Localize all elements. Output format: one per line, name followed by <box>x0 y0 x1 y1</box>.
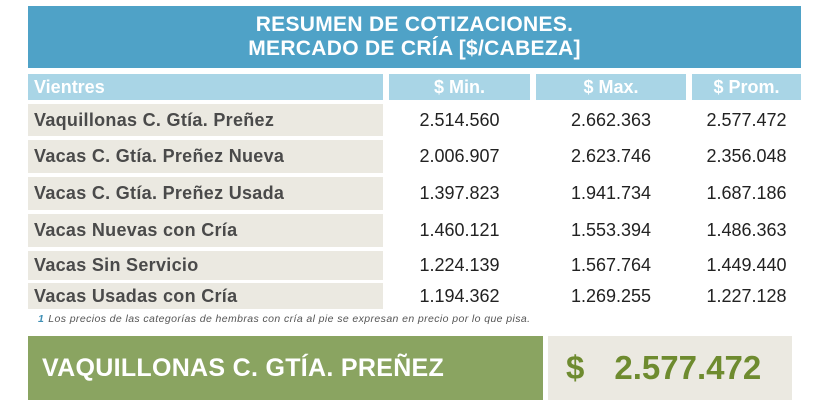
footnote: 1 Los precios de las categorías de hembra… <box>38 313 530 325</box>
row-max-value: 2.623.746 <box>536 140 686 173</box>
report-title: RESUMEN DE COTIZACIONES. MERCADO DE CRÍA… <box>28 6 801 68</box>
row-min-value: 2.514.560 <box>389 104 530 136</box>
row-prom-value: 1.227.128 <box>692 283 801 309</box>
row-max-value: 1.269.255 <box>536 283 686 309</box>
title-line-2: MERCADO DE CRÍA [$/CABEZA] <box>248 37 581 60</box>
row-prom-value: 2.356.048 <box>692 140 801 173</box>
row-category: Vacas C. Gtía. Preñez Usada <box>28 177 383 210</box>
title-line-1: RESUMEN DE COTIZACIONES. <box>255 13 574 36</box>
highlight-category-label: VAQUILLONAS C. GTÍA. PREÑEZ <box>28 336 543 400</box>
row-category: Vacas Nuevas con Cría <box>28 214 383 247</box>
row-max-value: 1.567.764 <box>536 251 686 280</box>
row-prom-value: 1.486.363 <box>692 214 801 247</box>
row-category: Vacas C. Gtía. Preñez Nueva <box>28 140 383 173</box>
column-header-vientres: Vientres <box>28 74 383 100</box>
highlight-currency-symbol: $ <box>566 349 585 386</box>
row-max-value: 1.941.734 <box>536 177 686 210</box>
row-max-value: 1.553.394 <box>536 214 686 247</box>
row-prom-value: 1.687.186 <box>692 177 801 210</box>
row-prom-value: 2.577.472 <box>692 104 801 136</box>
footnote-text: Los precios de las categorías de hembras… <box>48 313 531 325</box>
row-category: Vaquillonas C. Gtía. Preñez <box>28 104 383 136</box>
row-category: Vacas Sin Servicio <box>28 251 383 280</box>
column-header-max: $ Max. <box>536 74 686 100</box>
row-min-value: 1.224.139 <box>389 251 530 280</box>
row-max-value: 2.662.363 <box>536 104 686 136</box>
row-min-value: 1.460.121 <box>389 214 530 247</box>
footnote-number: 1 <box>38 313 45 325</box>
row-min-value: 1.397.823 <box>389 177 530 210</box>
column-header-prom: $ Prom. <box>692 74 801 100</box>
highlight-price: $ 2.577.472 <box>548 336 792 400</box>
row-min-value: 1.194.362 <box>389 283 530 309</box>
row-prom-value: 1.449.440 <box>692 251 801 280</box>
row-category: Vacas Usadas con Cría <box>28 283 383 309</box>
column-header-min: $ Min. <box>389 74 530 100</box>
row-min-value: 2.006.907 <box>389 140 530 173</box>
highlight-price-value: 2.577.472 <box>614 349 762 386</box>
